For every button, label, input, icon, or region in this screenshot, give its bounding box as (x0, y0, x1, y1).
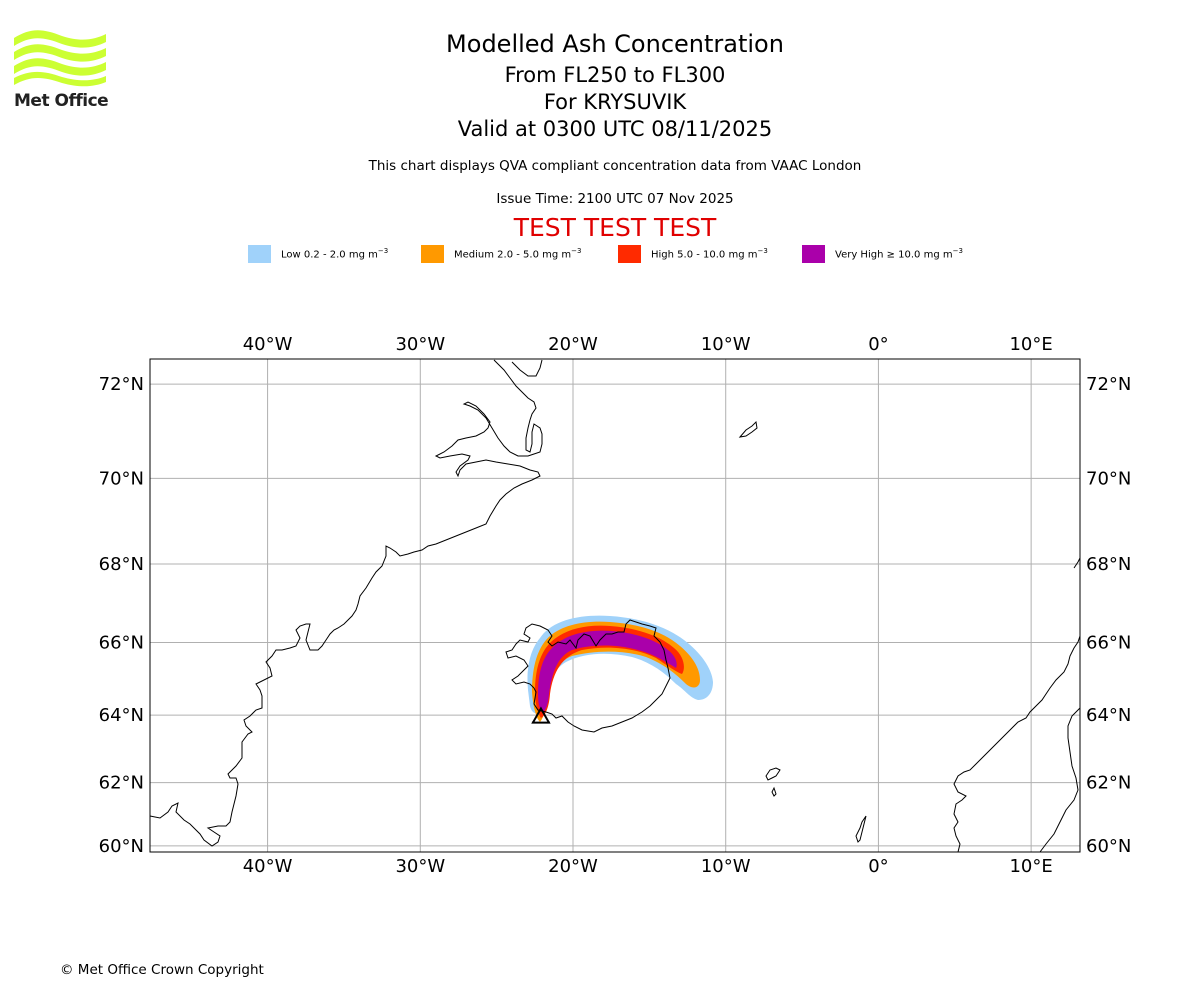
flight-levels: From FL250 to FL300 (504, 63, 726, 87)
legend-swatch-low (248, 245, 271, 263)
lon-tick-label-top: 10°W (701, 334, 751, 355)
valid-time: Valid at 0300 UTC 08/11/2025 (457, 117, 773, 141)
legend-swatch-high (618, 245, 641, 263)
lon-tick-label-bottom: 10°E (1009, 856, 1052, 877)
test-banner: TEST TEST TEST (513, 213, 717, 242)
lon-tick-label-top: 10°E (1009, 334, 1052, 355)
lon-tick-label-bottom: 10°W (701, 856, 751, 877)
lat-tick-label-right: 62°N (1086, 773, 1131, 794)
legend-label-very-high: Very High ≥ 10.0 mg m−3 (835, 247, 963, 261)
coastline-iceland (505, 619, 671, 733)
legend-label-low: Low 0.2 - 2.0 mg m−3 (281, 247, 389, 261)
lat-tick-label-left: 62°N (99, 773, 144, 794)
coastline-jan-mayen (738, 420, 758, 438)
lon-tick-label-bottom: 30°W (395, 856, 445, 877)
lon-tick-label-top: 20°W (548, 334, 598, 355)
coastline-greenland (149, 359, 543, 847)
ash-area-very-high (538, 630, 677, 712)
coastlines (149, 359, 1081, 853)
legend-item-very-high: Very High ≥ 10.0 mg m−3 (802, 244, 963, 264)
copyright-notice: © Met Office Crown Copyright (60, 962, 264, 978)
legend-item-medium: Medium 2.0 - 5.0 mg m−3 (421, 244, 581, 264)
legend-item-high: High 5.0 - 10.0 mg m−3 (618, 244, 768, 264)
lat-tick-label-right: 60°N (1086, 836, 1131, 857)
chart-description: This chart displays QVA compliant concen… (368, 158, 862, 174)
lat-tick-label-right: 68°N (1086, 554, 1131, 575)
coastline-greenland-fjord (511, 359, 543, 377)
map-frame (149, 358, 1081, 853)
lon-tick-label-top: 0° (868, 334, 888, 355)
lon-tick-label-top: 30°W (395, 334, 445, 355)
lat-tick-label-left: 72°N (99, 374, 144, 395)
ash-plume (527, 615, 713, 722)
legend-swatch-medium (421, 245, 444, 263)
met-office-logo-text: Met Office (14, 91, 109, 111)
legend-label-high: High 5.0 - 10.0 mg m−3 (651, 247, 768, 261)
lat-tick-label-right: 64°N (1086, 705, 1131, 726)
lon-tick-label-bottom: 0° (868, 856, 888, 877)
axis-labels: 40°W 40°W 30°W 30°W 20°W 20°W 10°W 10°W 0° 0° 10°E… (99, 334, 1132, 877)
issue-time: Issue Time: 2100 UTC 07 Nov 2025 (496, 191, 734, 207)
lon-tick-label-bottom: 20°W (548, 856, 598, 877)
lat-tick-label-right: 72°N (1086, 374, 1131, 395)
lat-tick-label-left: 70°N (99, 468, 144, 489)
coastline-shetland (855, 815, 867, 843)
lat-tick-label-left: 66°N (99, 632, 144, 653)
coastline-sweden (1039, 707, 1081, 853)
coastline-norway (953, 635, 1081, 853)
lat-tick-label-right: 66°N (1086, 632, 1131, 653)
met-office-waves-icon (14, 30, 106, 87)
legend-label-medium: Medium 2.0 - 5.0 mg m−3 (454, 247, 582, 261)
coastline-faroe-islands (765, 767, 781, 797)
lon-tick-label-top: 40°W (243, 334, 293, 355)
lat-tick-label-right: 70°N (1086, 468, 1131, 489)
lat-tick-label-left: 68°N (99, 554, 144, 575)
chart-title: Modelled Ash Concentration (446, 30, 784, 58)
lat-tick-label-left: 60°N (99, 836, 144, 857)
met-office-logo: Met Office (14, 30, 110, 114)
lon-tick-label-bottom: 40°W (243, 856, 293, 877)
legend-item-low: Low 0.2 - 2.0 mg m−3 (248, 244, 388, 264)
volcano-name: For KRYSUVIK (543, 90, 687, 114)
legend-swatch-very-high (802, 245, 825, 263)
volcano-marker-icon (531, 706, 551, 724)
graticule (150, 359, 1080, 852)
coastline-norway-north (1073, 557, 1081, 569)
lat-tick-label-left: 64°N (99, 705, 144, 726)
